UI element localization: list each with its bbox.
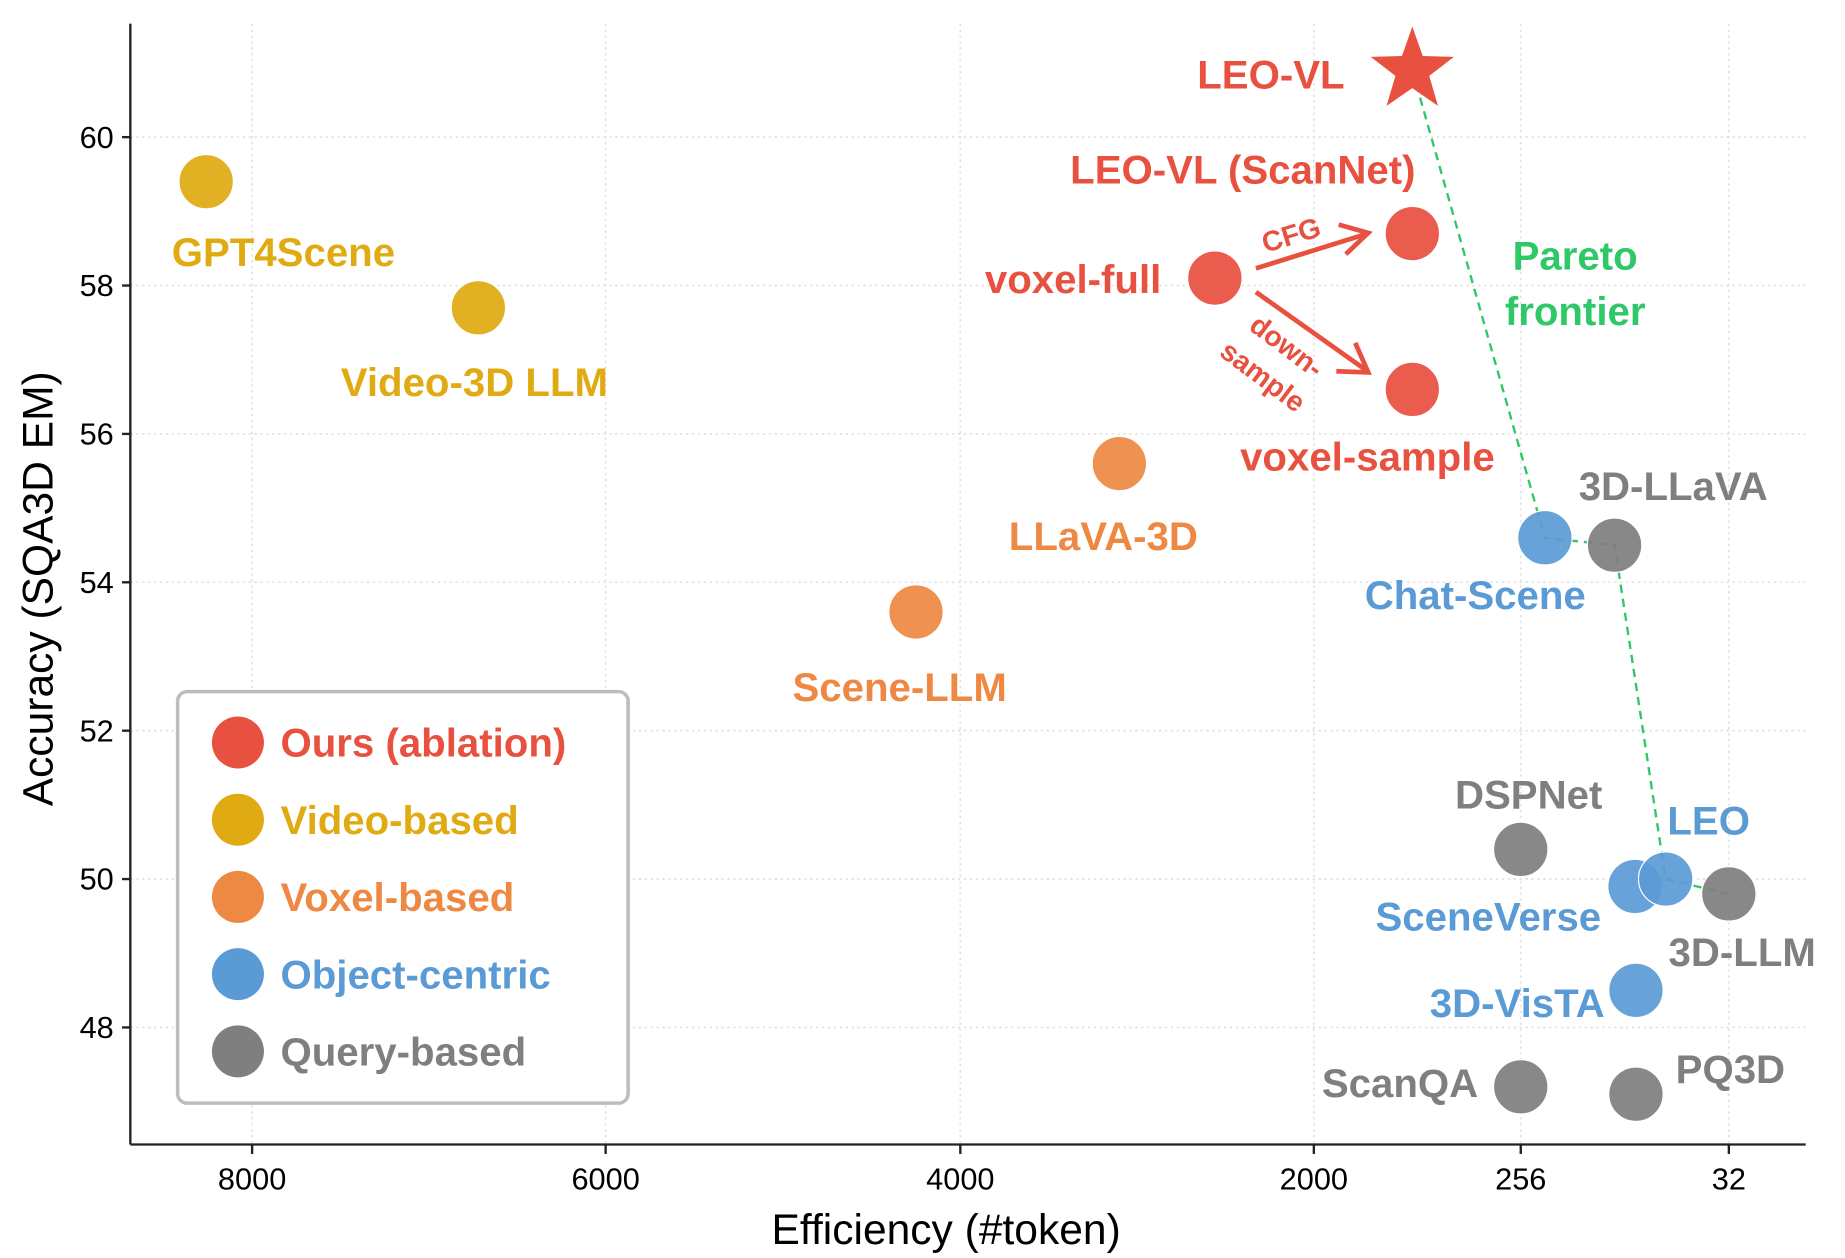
point-label: PQ3D [1676,1047,1785,1092]
x-tick-label: 2000 [1280,1161,1348,1196]
y-tick-label: 52 [80,713,114,748]
point-3d-llava: 3D-LLaVA [1579,464,1768,573]
point-label: ScanQA [1322,1061,1478,1106]
point-3d-llm: 3D-LLM [1669,866,1816,975]
point-label: SceneVerse [1375,894,1601,939]
legend-marker [211,948,264,1001]
point-marker [1091,435,1148,492]
point-marker [1586,517,1643,573]
point-label: LEO-VL [1197,53,1344,98]
legend-label: Query-based [280,1030,526,1075]
y-tick-label: 50 [80,862,114,897]
point-3d-vista: 3D-VisTA [1430,962,1664,1026]
point-marker [1637,851,1694,907]
point-label: 3D-LLaVA [1579,464,1768,509]
point-marker [450,280,507,336]
point-marker [1492,1059,1549,1115]
cfg-arrow-head [1338,222,1373,256]
legend-marker [211,716,264,769]
point-marker [1517,509,1573,566]
point-label: LEO-VL (ScanNet) [1070,147,1415,192]
x-tick-label: 4000 [926,1161,994,1196]
star-marker [1370,26,1454,106]
point-marker [1492,821,1549,878]
point-llava-3d: LLaVA-3D [1009,435,1198,559]
point-chat-scene: Chat-Scene [1365,509,1586,618]
point-marker [1701,866,1757,922]
point-label: voxel-full [985,257,1161,302]
pareto-label-2: frontier [1505,289,1646,334]
point-pq3d: PQ3D [1608,1047,1785,1123]
point-gpt4scene: GPT4Scene [172,153,395,275]
point-video-3d-llm: Video-3D LLM [341,280,608,405]
point-voxel-sample: voxel-sample [1240,361,1495,480]
y-tick-label: 60 [80,120,114,155]
x-tick-label: 256 [1495,1161,1546,1196]
point-marker [1384,205,1441,262]
point-marker [178,153,234,210]
legend-marker [211,1025,264,1078]
legend-item: Voxel-based [211,870,514,923]
point-marker [1608,1066,1664,1123]
cfg-arrow [1255,231,1367,271]
point-leo: LEO [1637,799,1750,907]
x-tick-label: 8000 [218,1161,286,1196]
legend-marker [211,793,264,846]
point-scene-llm: Scene-LLM [792,584,1007,710]
x-axis-title: Efficiency (#token) [772,1206,1121,1254]
downsample-arrow [1254,290,1368,372]
point-scanqa: ScanQA [1322,1059,1549,1115]
y-axis-title: Accuracy (SQA3D EM) [14,371,62,806]
legend-marker [211,870,264,923]
point-label: voxel-sample [1240,435,1495,480]
point-dspnet: DSPNet [1455,773,1602,878]
point-marker [888,584,944,640]
downsample-arrow-head [1336,341,1372,375]
annotations: CFG down- sample [1214,212,1373,419]
legend-label: Video-based [280,798,518,843]
point-leo-vl-scannet-: LEO-VL (ScanNet) [1070,147,1441,262]
legend-label: Voxel-based [280,875,514,920]
point-label: Scene-LLM [792,665,1006,710]
legend-label: Ours (ablation) [280,721,566,766]
point-label: 3D-VisTA [1430,981,1605,1026]
point-sceneverse: SceneVerse [1375,858,1663,939]
point-voxel-full: voxel-full [985,250,1243,306]
point-marker [1187,250,1243,306]
point-label: Video-3D LLM [341,360,608,405]
y-tick-label: 58 [80,268,114,303]
legend-item: Object-centric [211,948,551,1001]
pareto-label-1: Pareto [1513,234,1638,279]
point-label: LLaVA-3D [1009,514,1198,559]
y-tick-label: 54 [80,565,114,600]
legend-label: Object-centric [280,952,550,997]
x-tick-label: 32 [1712,1161,1746,1196]
legend: Ours (ablation) Video-based Voxel-based Obj… [175,689,630,1105]
point-label: Chat-Scene [1365,573,1586,618]
point-marker [1384,361,1441,418]
point-label: 3D-LLM [1669,930,1816,975]
point-label: LEO [1667,799,1750,844]
point-marker [1608,962,1664,1019]
legend-item: Video-based [211,793,519,846]
point-label: GPT4Scene [172,230,395,275]
x-tick-label: 6000 [571,1161,639,1196]
legend-item: Query-based [211,1025,526,1078]
y-tick-label: 56 [80,417,114,452]
legend-item: Ours (ablation) [211,716,566,769]
point-leo-vl: LEO-VL [1197,26,1454,106]
point-label: DSPNet [1455,773,1602,818]
y-tick-label: 48 [80,1010,114,1045]
